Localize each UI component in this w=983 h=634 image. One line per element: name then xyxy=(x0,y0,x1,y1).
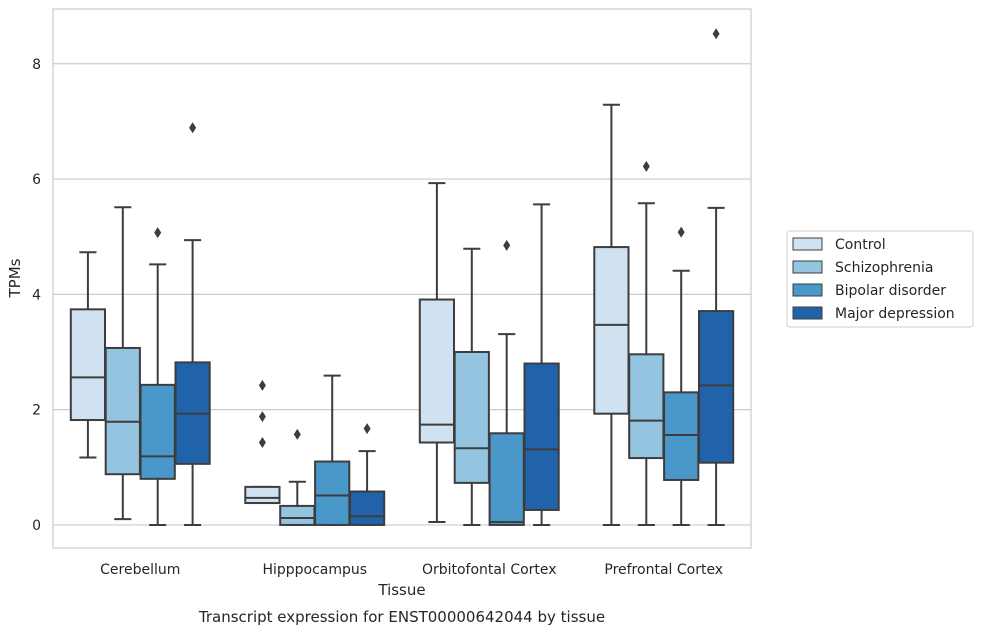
outlier-point xyxy=(258,437,266,449)
outlier-point xyxy=(642,160,650,172)
box-body xyxy=(628,353,665,460)
y-tick-labels: 0 2 4 6 8 xyxy=(32,57,41,534)
y-tick-label-0: 0 xyxy=(32,518,41,534)
box-2-2 xyxy=(488,239,525,526)
chart-caption: Transcript expression for ENST0000064204… xyxy=(198,608,605,626)
box-body xyxy=(453,351,490,484)
legend-label-1: Schizophrenia xyxy=(835,260,933,276)
x-tick-label-0: Cerebellum xyxy=(100,562,180,578)
outlier-point xyxy=(293,428,301,440)
box-2-0 xyxy=(418,182,456,524)
plot-area-frame xyxy=(52,8,752,549)
box-0-2 xyxy=(139,227,176,526)
box-body xyxy=(348,490,386,526)
box-0-0 xyxy=(69,251,107,459)
box-body xyxy=(488,432,525,526)
legend-swatch-2 xyxy=(792,283,823,297)
box-body xyxy=(69,308,107,422)
x-tick-label-3: Prefrontal Cortex xyxy=(604,562,723,578)
outlier-point xyxy=(677,226,685,238)
outlier-point xyxy=(189,122,197,134)
x-tick-labels: Cerebellum Hipppocampus Orbitofontal Corte… xyxy=(100,562,723,578)
box-body xyxy=(279,504,316,526)
x-tick-label-1: Hipppocampus xyxy=(262,562,367,578)
outlier-point xyxy=(258,411,266,423)
box-3-2 xyxy=(663,226,700,526)
outlier-point xyxy=(258,379,266,391)
box-body xyxy=(663,391,700,481)
y-axis-label: TPMs xyxy=(6,258,24,298)
legend: Control Schizophrenia Bipolar disorder Majo… xyxy=(786,230,974,328)
box-body xyxy=(139,383,176,480)
legend-swatch-3 xyxy=(792,306,823,320)
legend-label-0: Control xyxy=(835,237,886,253)
y-tick-label-2: 2 xyxy=(32,403,41,419)
box-body xyxy=(697,310,735,464)
box-body xyxy=(104,346,141,476)
box-body xyxy=(593,246,630,415)
outlier-point xyxy=(363,423,371,435)
box-3-1 xyxy=(628,160,665,526)
legend-frame xyxy=(786,230,974,328)
x-tick-label-2: Orbitofontal Cortex xyxy=(422,562,557,578)
box-body xyxy=(418,298,456,444)
box-body xyxy=(523,362,560,511)
box-2-3 xyxy=(523,203,560,526)
box-0-3 xyxy=(174,122,211,526)
box-3-0 xyxy=(593,103,630,526)
x-axis-label: Tissue xyxy=(377,581,425,599)
box-body xyxy=(314,460,351,526)
outlier-point xyxy=(154,227,162,239)
box-1-3 xyxy=(348,423,386,526)
y-tick-label-8: 8 xyxy=(32,57,41,73)
y-tick-label-6: 6 xyxy=(32,172,41,188)
box-groups xyxy=(69,28,735,526)
box-2-1 xyxy=(453,247,490,526)
legend-swatch-1 xyxy=(792,260,823,274)
legend-swatch-0 xyxy=(792,237,823,251)
y-tick-label-4: 4 xyxy=(32,287,41,303)
box-3-3 xyxy=(697,28,735,526)
box-0-1 xyxy=(104,206,141,521)
legend-label-3: Major depression xyxy=(835,306,955,322)
box-body xyxy=(244,485,281,505)
outlier-point xyxy=(503,239,511,251)
outlier-point xyxy=(712,28,720,40)
legend-label-2: Bipolar disorder xyxy=(835,283,946,299)
box-1-1 xyxy=(279,428,316,526)
box-1-0 xyxy=(244,379,281,505)
